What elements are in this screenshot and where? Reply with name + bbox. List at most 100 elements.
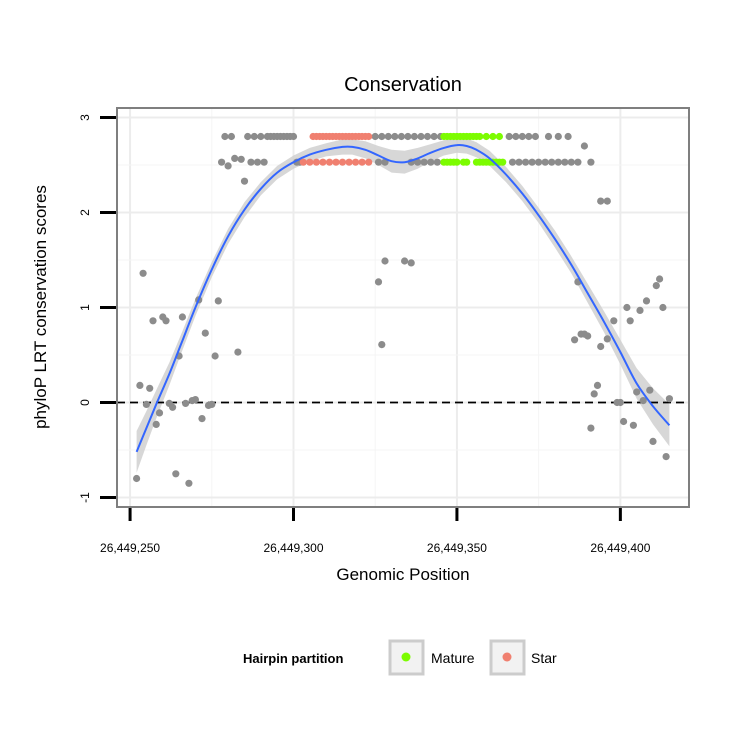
data-point-other	[253, 158, 262, 166]
data-point-other	[371, 132, 379, 141]
legend-key-mature-box	[388, 639, 425, 676]
data-point-other	[178, 313, 186, 321]
data-point-other	[584, 332, 592, 340]
data-point-other	[417, 132, 425, 141]
data-point-other	[289, 132, 298, 141]
data-point-other	[515, 158, 523, 166]
data-point-other	[221, 132, 229, 141]
data-point-other	[423, 132, 432, 141]
data-point-other	[191, 396, 199, 404]
data-point-star	[358, 158, 366, 166]
data-point-star	[332, 158, 340, 166]
data-point-other	[571, 336, 579, 344]
data-point-other	[580, 142, 589, 150]
x-tick-label: 26,449,250	[100, 541, 160, 555]
data-point-other	[629, 421, 638, 429]
data-point-other	[662, 453, 670, 461]
data-point-other	[535, 158, 543, 166]
legend: Hairpin partition Mature Star	[243, 639, 557, 676]
data-point-other	[139, 269, 147, 277]
data-point-mature	[499, 158, 507, 166]
data-point-mature	[495, 132, 503, 141]
data-point-other	[136, 381, 144, 389]
data-point-other	[590, 390, 598, 398]
data-point-other	[623, 303, 631, 312]
data-point-other	[378, 132, 386, 141]
data-point-other	[240, 177, 249, 185]
data-point-star	[345, 158, 353, 166]
legend-label-star: Star	[531, 650, 557, 666]
y-axis-ticks: -1 0 1 2 3	[78, 114, 116, 503]
data-point-other	[169, 403, 177, 411]
data-point-other	[247, 158, 255, 166]
data-point-other	[561, 158, 569, 166]
data-point-other	[407, 259, 415, 267]
data-point-other	[201, 329, 209, 337]
data-point-other	[554, 132, 562, 141]
data-point-other	[142, 400, 150, 408]
data-point-other	[420, 158, 428, 166]
y-tick-label: 2	[78, 209, 92, 216]
data-point-other	[198, 415, 206, 423]
chart-title: Conservation	[344, 74, 462, 96]
data-point-other	[231, 154, 239, 162]
data-point-other	[665, 395, 674, 403]
data-point-other	[642, 297, 651, 305]
data-point-other	[133, 474, 141, 483]
data-point-other	[155, 409, 164, 417]
data-point-other	[410, 132, 418, 141]
data-point-other	[182, 399, 190, 407]
y-axis-label: phyloP LRT conservation scores	[31, 185, 50, 429]
data-point-other	[512, 132, 520, 141]
legend-key-star-dot	[502, 652, 512, 662]
data-point-star	[319, 158, 327, 166]
data-point-other	[244, 132, 252, 141]
x-axis-label: Genomic Position	[336, 565, 469, 584]
data-point-other	[522, 158, 530, 166]
data-point-other	[649, 437, 657, 445]
data-point-other	[597, 197, 605, 205]
data-point-other	[224, 162, 232, 170]
data-point-other	[391, 132, 399, 141]
x-tick-label: 26,449,300	[263, 541, 323, 555]
data-point-other	[374, 278, 383, 286]
data-point-mature	[453, 158, 461, 166]
data-point-other	[384, 132, 392, 141]
data-point-other	[603, 335, 611, 343]
data-point-other	[567, 158, 575, 166]
y-tick-label: 3	[78, 114, 92, 121]
data-point-star	[325, 158, 334, 166]
data-point-other	[211, 352, 219, 360]
data-point-other	[414, 158, 422, 166]
data-point-mature	[489, 132, 497, 141]
y-tick-label: 0	[78, 399, 92, 406]
data-point-other	[162, 317, 170, 325]
data-point-other	[626, 317, 634, 325]
data-point-star	[306, 158, 314, 166]
legend-key-mature-dot	[401, 652, 411, 662]
data-point-star	[365, 132, 373, 141]
data-point-other	[659, 303, 667, 312]
data-point-other	[257, 132, 265, 141]
data-point-other	[554, 158, 562, 166]
data-point-star	[338, 158, 347, 166]
data-point-other	[214, 297, 222, 305]
data-point-other	[564, 132, 572, 141]
data-point-mature	[482, 132, 490, 141]
legend-label-mature: Mature	[431, 650, 475, 666]
data-point-other	[652, 282, 660, 290]
data-point-other	[404, 132, 412, 141]
data-point-star	[352, 158, 360, 166]
data-points	[133, 132, 674, 487]
data-point-other	[531, 132, 540, 141]
x-tick-label: 26,449,400	[590, 541, 650, 555]
data-point-other	[639, 397, 647, 405]
data-point-other	[234, 348, 242, 356]
data-point-other	[620, 417, 628, 426]
data-point-other	[397, 132, 405, 141]
data-point-other	[574, 158, 582, 166]
data-point-other	[597, 342, 605, 351]
data-point-other	[237, 155, 245, 163]
data-point-other	[430, 132, 438, 141]
